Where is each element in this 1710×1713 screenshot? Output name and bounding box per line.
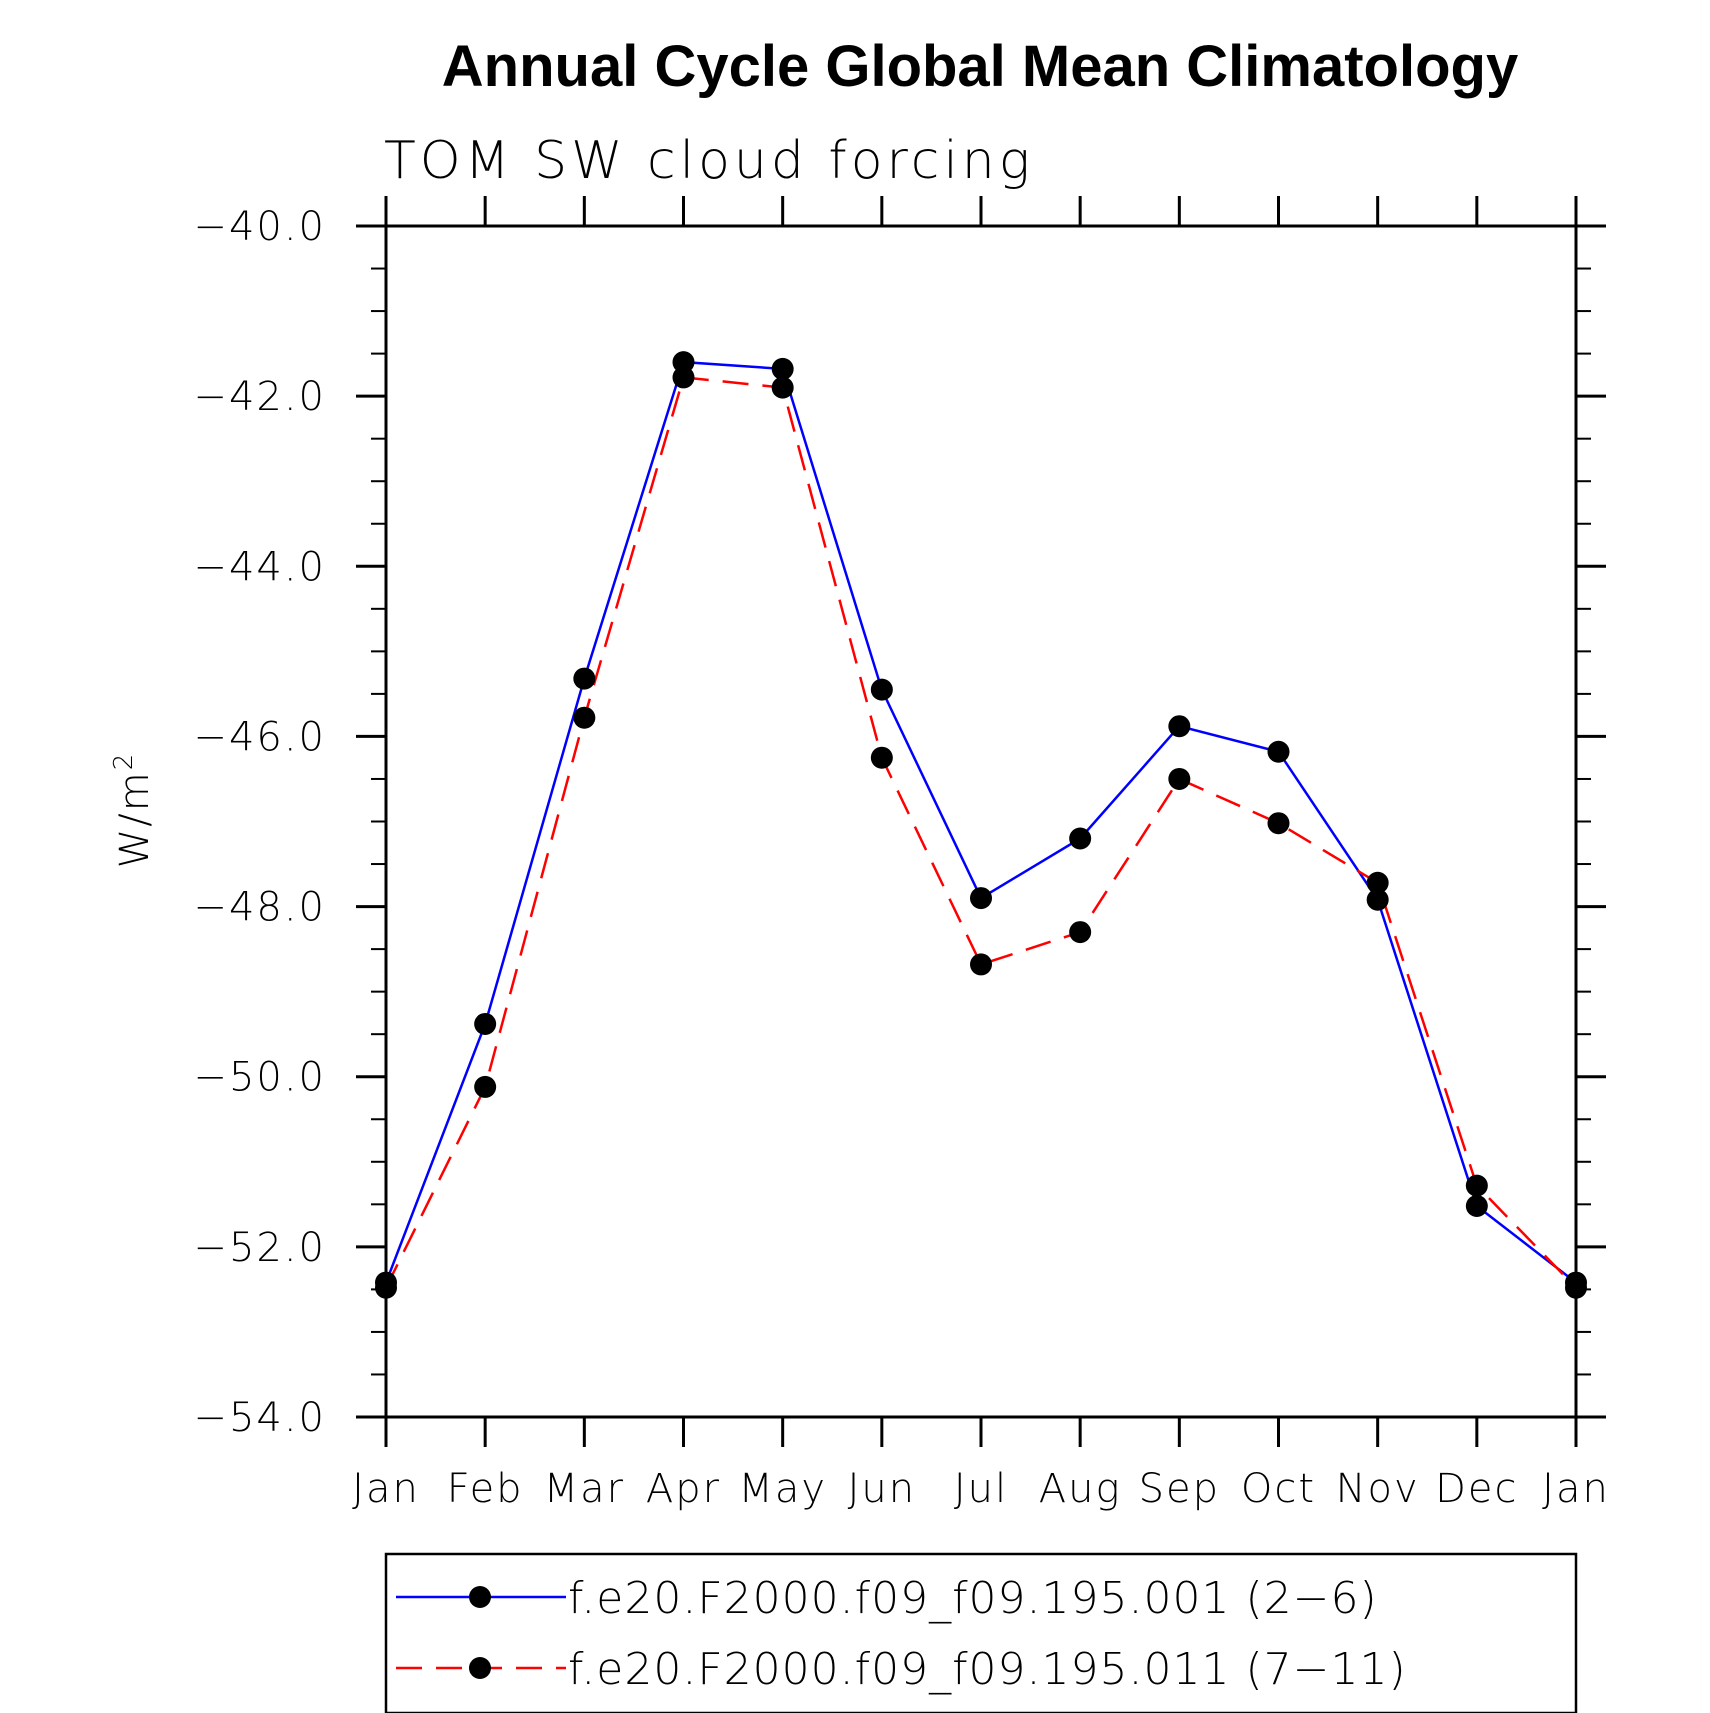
data-point-series-2: [771, 376, 794, 399]
axes: Jan Feb Mar Apr May Jun Jul Aug Sep Oct Nov Dec Jan−…: [193, 196, 1610, 1512]
series-layer: [375, 351, 1587, 1299]
chart-title: Annual Cycle Global Mean Climatology: [442, 34, 1518, 99]
data-point-series-2: [1069, 921, 1092, 944]
legend-marker-1: [469, 1586, 491, 1608]
data-point-series-2: [970, 953, 992, 976]
data-point-series-1: [474, 1012, 497, 1035]
data-point-series-1: [1366, 888, 1389, 911]
y-tick-label: −54.0: [193, 1395, 326, 1441]
data-point-series-1: [672, 351, 695, 374]
data-point-series-2: [1366, 871, 1389, 894]
series-line-2: [384, 376, 1577, 1289]
legend-marker-2: [469, 1657, 491, 1679]
data-point-series-1: [1069, 827, 1092, 850]
x-tick-label: Jun: [848, 1466, 917, 1512]
data-point-series-1: [1168, 715, 1191, 738]
legend-label-2: f.e20.F2000.f09_f09.195.011 (7−11): [568, 1644, 1407, 1695]
y-tick-label: −40.0: [193, 204, 326, 250]
y-tick-label: −46.0: [193, 714, 326, 760]
data-point-series-2: [672, 366, 695, 389]
x-tick-label: Oct: [1241, 1466, 1316, 1512]
y-tick-label: −52.0: [193, 1225, 326, 1271]
data-point-series-2: [573, 706, 596, 729]
plot-frame: [384, 224, 1578, 1419]
x-tick-label: May: [738, 1466, 827, 1512]
y-axis-label: W/m2: [109, 752, 158, 869]
y-tick-label: −48.0: [193, 885, 326, 931]
legend-label-1: f.e20.F2000.f09_f09.195.001 (2−6): [568, 1573, 1378, 1624]
svg-text:W/m2: W/m2: [109, 752, 158, 869]
y-axis-label-superscript: 2: [109, 752, 139, 771]
data-point-series-1: [1267, 740, 1290, 763]
data-point-series-2: [1565, 1276, 1587, 1299]
data-point-series-1: [573, 667, 596, 690]
x-tick-label: Feb: [447, 1466, 524, 1512]
series-line-1: [384, 360, 1577, 1284]
data-point-series-1: [870, 678, 893, 701]
data-point-series-2: [474, 1075, 497, 1098]
x-tick-label: Dec: [1435, 1466, 1518, 1512]
y-axis-label-text: W/m: [112, 770, 158, 868]
y-tick-label: −42.0: [193, 374, 326, 420]
data-point-series-1: [1465, 1195, 1488, 1218]
x-tick-label: Jan: [1542, 1466, 1610, 1512]
legend-box: [384, 1552, 1578, 1713]
x-tick-label: Mar: [544, 1466, 625, 1512]
data-point-series-2: [870, 746, 893, 769]
x-tick-label: Jan: [352, 1466, 420, 1512]
legend: f.e20.F2000.f09_f09.195.001 (2−6) f.e20.F…: [384, 1552, 1578, 1713]
y-tick-label: −44.0: [193, 544, 326, 590]
y-tick-label: −50.0: [193, 1055, 326, 1101]
data-point-series-2: [1465, 1174, 1488, 1197]
chart-subtitle: TOM SW cloud forcing: [384, 131, 1034, 191]
x-tick-label: Aug: [1039, 1466, 1122, 1512]
data-point-series-2: [1168, 767, 1191, 790]
data-point-series-2: [1267, 812, 1290, 835]
x-tick-label: Apr: [646, 1466, 721, 1512]
x-tick-label: Sep: [1139, 1466, 1220, 1512]
data-point-series-1: [771, 357, 794, 380]
x-tick-label: Nov: [1336, 1466, 1420, 1512]
x-tick-label: Jul: [954, 1466, 1008, 1512]
data-point-series-2: [375, 1276, 397, 1299]
data-point-series-1: [970, 887, 992, 910]
